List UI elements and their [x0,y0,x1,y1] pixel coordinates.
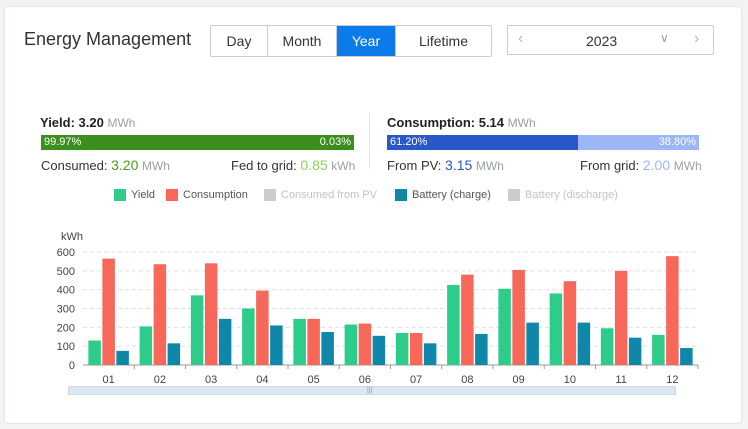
chevron-left-icon[interactable]: ‹ [518,30,524,47]
legend-swatch [508,189,520,201]
tab-day[interactable]: Day [211,26,268,56]
yield-split-bar: 99.97% 0.03% [41,135,354,150]
consumption-unit: MWh [507,116,536,130]
legend-consumption[interactable]: Consumption [166,189,248,201]
tab-year[interactable]: Year [337,26,396,56]
from-pv-label: From PV: [387,158,442,173]
consumed-share: 99.97% [41,135,301,150]
consumed-label: Consumed: [41,158,108,173]
from-pv-unit: MWh [475,159,504,173]
legend-swatch [166,189,178,201]
tab-lifetime[interactable]: Lifetime [418,33,469,49]
yield-summary: Yield: 3.20 MWh [40,115,135,130]
legend-label: Yield [131,189,156,201]
yield-unit: MWh [107,116,136,130]
from-pv-value: 3.15 [445,157,473,173]
legend-swatch [395,189,407,201]
yield-label: Yield: [40,115,75,130]
legend-label: Consumed from PV [281,189,377,201]
consumption-label: Consumption: [387,115,476,130]
legend-swatch [264,189,276,201]
period-tabs: Day Month Year Lifetime [210,25,492,57]
from-pv-stat: From PV: 3.15 MWh [387,157,504,173]
year-value[interactable]: 2023 [586,33,618,49]
grid-share: 38.80% [577,135,699,150]
consumed-stat: Consumed: 3.20 MWh [41,157,170,173]
fed-share: 0.03% [300,135,354,150]
pv-share: 61.20% [387,135,578,150]
yield-value: 3.20 [78,115,104,130]
consumption-value: 5.14 [478,115,505,130]
energy-management-card [4,6,742,424]
legend-battery-discharge[interactable]: Battery (discharge) [508,189,618,201]
legend-label: Battery (discharge) [525,189,618,201]
legend-label: Consumption [183,189,248,201]
grid-pct: 38.80% [658,136,696,148]
consumed-value: 3.20 [111,157,139,173]
chevron-down-icon[interactable]: ∨ [660,31,669,45]
legend-label: Battery (charge) [412,189,491,201]
tab-month[interactable]: Month [268,26,337,56]
fed-stat: Fed to grid: 0.85 kWh [231,157,355,173]
chevron-right-icon[interactable]: › [694,30,700,47]
fed-pct: 0.03% [319,136,351,148]
pv-pct: 61.20% [390,136,428,148]
legend-yield[interactable]: Yield [114,189,155,201]
consumed-pct: 99.97% [44,136,82,148]
fed-unit: kWh [331,159,356,173]
from-grid-unit: MWh [673,159,702,173]
legend-swatch [114,189,126,201]
legend-battery-charge[interactable]: Battery (charge) [395,189,491,201]
from-grid-stat: From grid: 2.00 MWh [580,157,702,173]
scrollbar-grip-icon[interactable]: ||| [367,387,373,394]
from-grid-label: From grid: [580,158,640,173]
consumption-summary: Consumption: 5.14 MWh [387,115,536,130]
consumption-split-bar: 61.20% 38.80% [387,135,699,150]
consumed-unit: MWh [141,159,170,173]
chart-zoom-scrollbar[interactable]: ||| [68,386,676,395]
from-grid-value: 2.00 [642,157,671,173]
page-title: Energy Management [24,29,192,49]
legend-consumed-from-pv[interactable]: Consumed from PV [264,189,377,201]
divider [369,113,370,169]
fed-label: Fed to grid: [231,158,297,173]
year-picker: ‹ 2023 ∨ › [507,25,714,55]
fed-value: 0.85 [300,157,328,173]
